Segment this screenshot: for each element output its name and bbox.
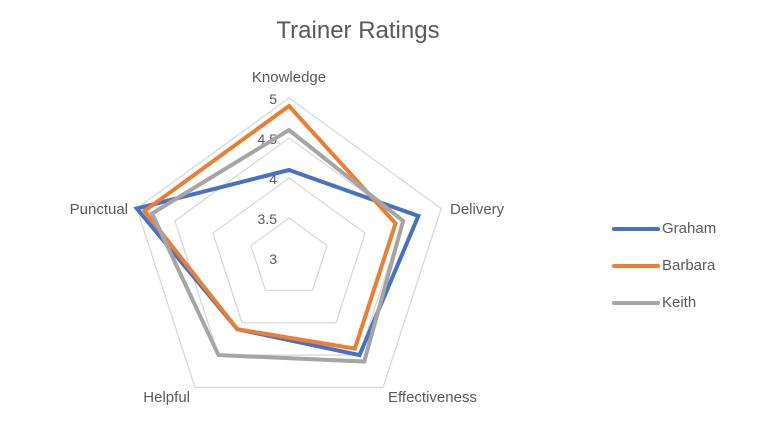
- grid-ring: [250, 217, 328, 292]
- category-label-helpful: Helpful: [143, 389, 190, 406]
- grid-ring: [136, 97, 442, 389]
- legend: Graham Barbara Keith: [612, 210, 716, 321]
- legend-label-barbara: Barbara: [662, 257, 716, 274]
- tick-label: 3.5: [258, 211, 278, 227]
- chart-title: Trainer Ratings: [276, 17, 440, 44]
- tick-label: 5: [269, 91, 277, 107]
- category-label-delivery: Delivery: [450, 201, 505, 218]
- legend-swatch-graham: [612, 226, 660, 231]
- legend-swatch-barbara: [612, 263, 660, 268]
- tick-label: 4: [269, 171, 277, 187]
- legend-item-keith: Keith: [612, 284, 716, 321]
- category-labels: Knowledge Delivery Effectiveness Helpful Pun…: [70, 69, 505, 406]
- grid-ring: [212, 177, 366, 324]
- legend-item-graham: Graham: [612, 210, 716, 247]
- radial-tick-labels: 3 3.5 4 4.5 5: [258, 91, 278, 267]
- series-keith: [149, 127, 406, 364]
- series-graham: [133, 167, 422, 358]
- legend-label-graham: Graham: [662, 220, 717, 237]
- tick-label: 4.5: [258, 131, 278, 147]
- category-label-knowledge: Knowledge: [252, 69, 326, 86]
- series-barbara: [141, 103, 398, 351]
- tick-label: 3: [269, 251, 277, 267]
- data-series: [133, 103, 422, 364]
- legend-label-keith: Keith: [662, 294, 697, 311]
- legend-item-barbara: Barbara: [612, 247, 716, 284]
- category-label-effectiveness: Effectiveness: [388, 389, 477, 406]
- legend-swatch-keith: [612, 300, 660, 305]
- category-label-punctual: Punctual: [70, 201, 128, 218]
